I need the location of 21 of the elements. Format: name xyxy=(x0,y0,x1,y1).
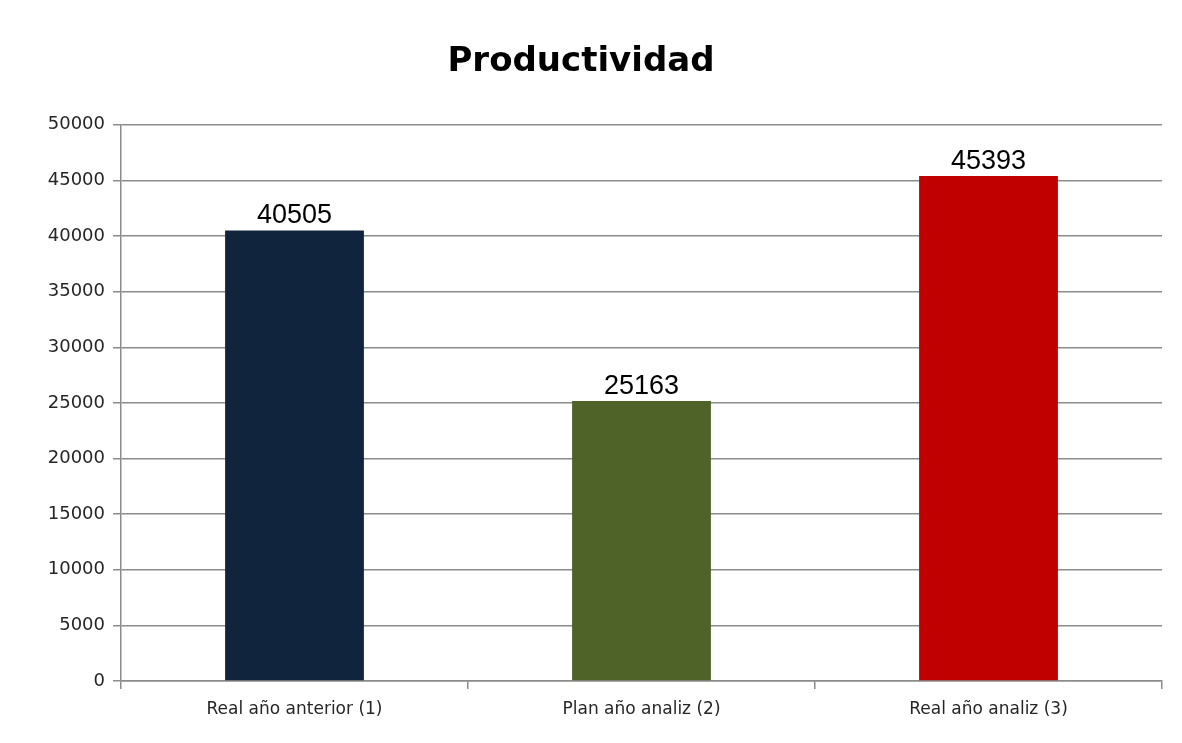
data-label: 45393 xyxy=(950,145,1027,175)
y-tick-label: 20000 xyxy=(47,446,105,468)
data-label: 40505 xyxy=(256,199,333,230)
y-tick-label: 30000 xyxy=(47,334,105,356)
bar xyxy=(919,176,1058,681)
bar xyxy=(225,230,364,681)
y-tick-label: 5000 xyxy=(59,613,105,635)
chart-title: Productividad xyxy=(447,39,715,80)
y-tick-label: 35000 xyxy=(47,279,105,301)
y-tick-label: 0 xyxy=(93,668,105,690)
y-tick-label: 50000 xyxy=(47,112,105,134)
y-tick-label: 45000 xyxy=(47,168,105,190)
y-tick-label: 15000 xyxy=(47,501,105,523)
x-tick-label: Real año anterior (1) xyxy=(206,697,383,718)
y-tick-label: 25000 xyxy=(47,390,105,412)
y-tick-label: 10000 xyxy=(47,557,105,579)
y-tick-label: 40000 xyxy=(47,223,105,245)
bar xyxy=(572,401,711,681)
x-tick-label: Real año analiz (3) xyxy=(909,697,1068,718)
x-tick-label: Plan año analiz (2) xyxy=(562,697,721,718)
data-label: 25163 xyxy=(603,370,680,401)
